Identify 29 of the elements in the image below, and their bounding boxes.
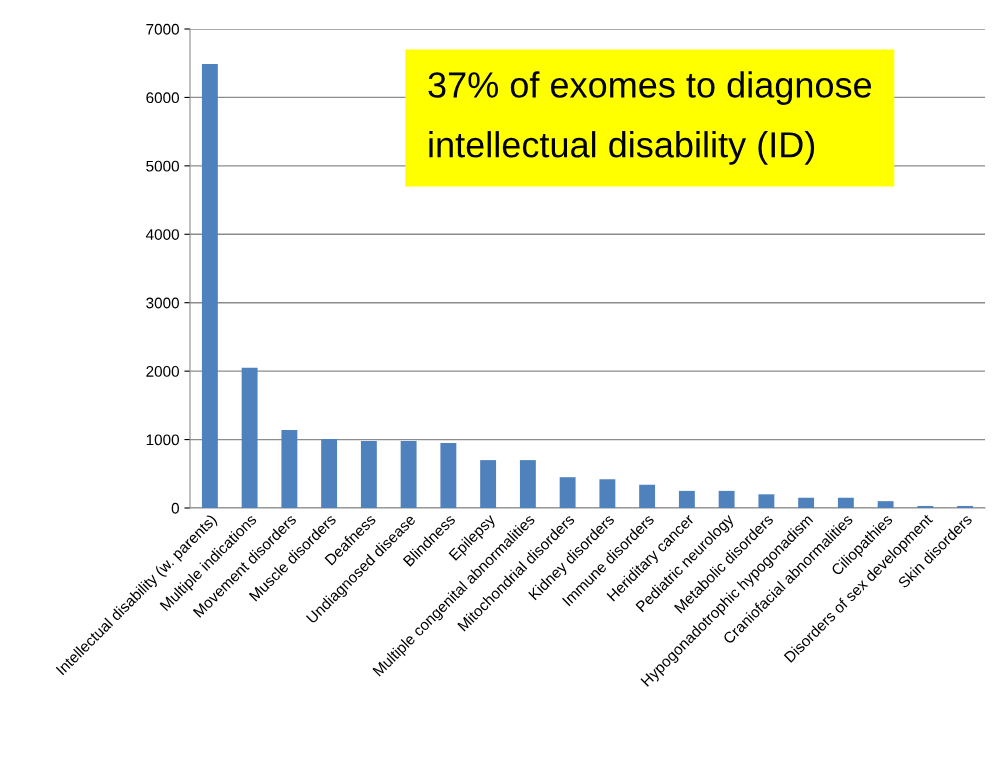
bar [400, 440, 417, 508]
bar [837, 497, 854, 508]
bar [241, 367, 258, 508]
bar [917, 505, 934, 508]
annotation: 37% of exomes to diagnose intellectual disability (ID) [428, 71, 872, 165]
bar [519, 460, 536, 508]
bar [360, 440, 377, 508]
bar [480, 460, 497, 508]
bar [877, 501, 894, 508]
bar [559, 477, 576, 508]
y-tick-label: 5000 [146, 160, 179, 172]
bar [718, 490, 735, 508]
y-tick-label: 2000 [146, 366, 179, 377]
y-tick-label: 3000 [146, 297, 179, 309]
bar [201, 63, 218, 508]
y-tick-label: 7000 [146, 23, 179, 35]
bar [678, 490, 695, 508]
y-tick-label: 6000 [146, 92, 179, 104]
bar [440, 442, 457, 508]
y-tick-label: 4000 [145, 229, 179, 240]
bar [321, 438, 338, 508]
bar [639, 484, 656, 508]
y-tick-label: 1000 [146, 434, 179, 446]
bar [957, 505, 974, 508]
bar [798, 497, 815, 508]
bar [599, 479, 616, 508]
y-tick-label: 0 [171, 502, 179, 514]
bar [281, 429, 298, 508]
bar [758, 494, 775, 508]
